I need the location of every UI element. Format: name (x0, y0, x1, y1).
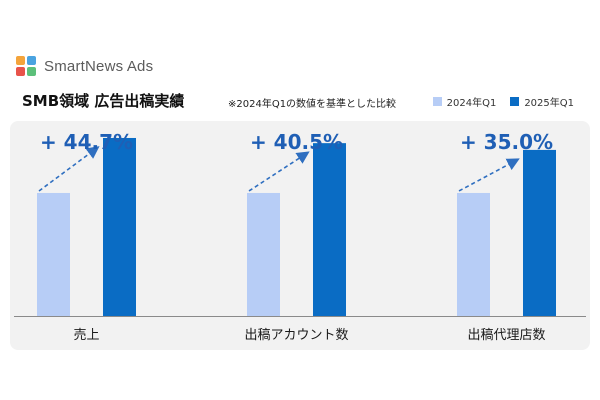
logo-square-3 (16, 67, 25, 76)
legend-label-2024: 2024年Q1 (446, 98, 497, 109)
bar-2024-2 (457, 192, 490, 316)
bar-chart: + 44.7% 売上 + 40.5% 出稿アカウント数 + 35.0% 出稿代理店数 (14, 130, 586, 343)
smartnews-logo-icon (16, 56, 36, 76)
logo-square-2 (27, 56, 36, 65)
brand: SmartNews Ads (16, 54, 153, 78)
logo-square-4 (27, 67, 36, 76)
legend-swatch-2025 (510, 97, 520, 106)
category-label-0: 売上 (73, 327, 99, 343)
bar-2024-1 (247, 192, 280, 316)
growth-label-0: + 44.7% (40, 130, 133, 154)
growth-label-2: + 35.0% (460, 130, 553, 154)
page-subtitle: ※2024年Q1の数値を基準とした比較 (228, 99, 397, 110)
bar-2025-2 (523, 149, 556, 316)
growth-arrow-1 (248, 151, 310, 192)
legend-label-2025: 2025年Q1 (524, 98, 574, 109)
growth-arrow-2 (458, 158, 520, 192)
legend-item-2024: 2024年Q1 (432, 94, 497, 109)
bar-2024-0 (37, 192, 70, 316)
category-label-2: 出稿代理店数 (467, 327, 545, 343)
chart-panel: + 44.7% 売上 + 40.5% 出稿アカウント数 + 35.0% 出稿代理店数 (10, 121, 590, 350)
growth-arrow-0 (38, 146, 100, 192)
growth-label-1: + 40.5% (250, 130, 343, 154)
chart-legend: 2024年Q1 2025年Q1 (419, 94, 574, 109)
legend-swatch-2024 (432, 97, 442, 106)
bar-2025-0 (103, 137, 136, 316)
brand-name: SmartNews Ads (44, 57, 154, 75)
logo-square-1 (16, 56, 25, 65)
title-bar: SMB領域 広告出稿実績 ※2024年Q1の数値を基準とした比較 2024年Q1… (12, 86, 588, 116)
bar-2025-1 (313, 143, 346, 316)
category-label-1: 出稿アカウント数 (244, 327, 348, 343)
legend-item-2025: 2025年Q1 (510, 94, 574, 109)
page-title: SMB領域 広告出稿実績 (22, 92, 185, 110)
